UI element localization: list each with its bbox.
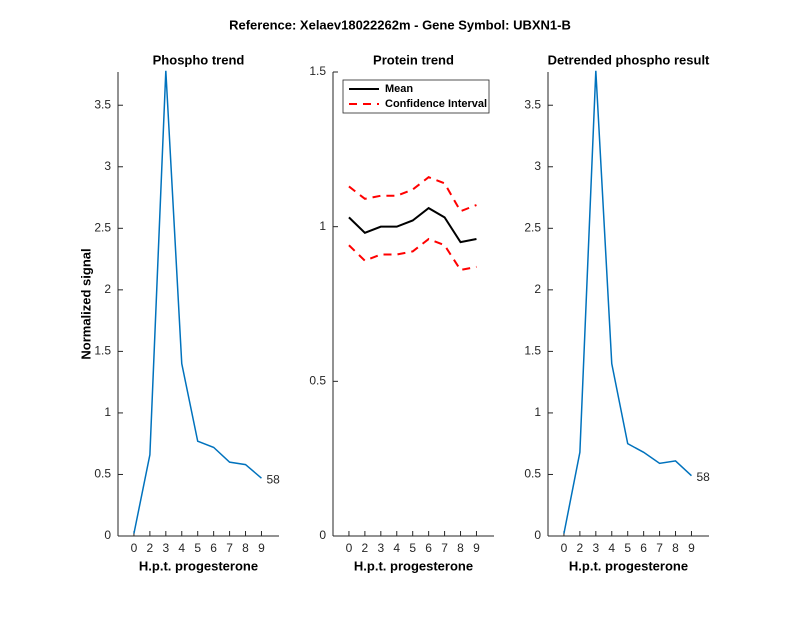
x-tick-label: 5 bbox=[624, 541, 631, 555]
series-line bbox=[133, 70, 262, 534]
y-tick-label: 0.5 bbox=[524, 467, 541, 481]
y-tick-label: 1.5 bbox=[524, 344, 541, 358]
x-tick-label: 4 bbox=[608, 541, 615, 555]
x-axis-label: H.p.t. progesterone bbox=[354, 558, 473, 573]
y-axis-label: Normalized signal bbox=[78, 248, 93, 359]
legend-label: Mean bbox=[385, 83, 413, 95]
x-tick-label: 0 bbox=[561, 541, 568, 555]
x-tick-label: 9 bbox=[473, 541, 480, 555]
y-tick-label: 0 bbox=[319, 528, 326, 542]
x-tick-label: 4 bbox=[178, 541, 185, 555]
y-tick-label: 3.5 bbox=[94, 97, 111, 111]
x-tick-label: 9 bbox=[688, 541, 695, 555]
x-tick-label: 6 bbox=[210, 541, 217, 555]
x-tick-label: 8 bbox=[457, 541, 464, 555]
annotation: 58 bbox=[266, 472, 280, 486]
x-tick-label: 7 bbox=[441, 541, 448, 555]
y-tick-label: 1 bbox=[534, 405, 541, 419]
y-tick-label: 2 bbox=[104, 282, 111, 296]
y-tick-label: 0 bbox=[534, 528, 541, 542]
annotation: 58 bbox=[696, 470, 710, 484]
y-tick-label: 1.5 bbox=[94, 344, 111, 358]
axes-title: Protein trend bbox=[373, 52, 454, 67]
y-tick-label: 2 bbox=[534, 282, 541, 296]
x-tick-label: 2 bbox=[147, 541, 154, 555]
x-tick-label: 7 bbox=[226, 541, 233, 555]
x-tick-label: 3 bbox=[162, 541, 169, 555]
series-line bbox=[348, 176, 477, 213]
x-tick-label: 4 bbox=[393, 541, 400, 555]
legend-label: Confidence Interval bbox=[385, 98, 487, 110]
figure-title: Reference: Xelaev18022262m - Gene Symbol… bbox=[229, 17, 571, 32]
x-tick-label: 9 bbox=[258, 541, 265, 555]
series-line bbox=[348, 206, 477, 244]
x-tick-label: 6 bbox=[425, 541, 432, 555]
x-tick-label: 2 bbox=[362, 541, 369, 555]
y-tick-label: 1.5 bbox=[309, 64, 326, 78]
y-tick-label: 3.5 bbox=[524, 97, 541, 111]
y-tick-label: 3 bbox=[104, 159, 111, 173]
y-tick-label: 1 bbox=[104, 405, 111, 419]
x-tick-label: 6 bbox=[640, 541, 647, 555]
legend-box bbox=[342, 79, 490, 114]
x-tick-label: 2 bbox=[577, 541, 584, 555]
y-tick-label: 3 bbox=[534, 159, 541, 173]
x-tick-label: 5 bbox=[409, 541, 416, 555]
x-tick-label: 3 bbox=[592, 541, 599, 555]
y-tick-label: 1 bbox=[319, 219, 326, 233]
y-tick-label: 0 bbox=[104, 528, 111, 542]
x-axis-label: H.p.t. progesterone bbox=[569, 558, 688, 573]
x-tick-label: 3 bbox=[377, 541, 384, 555]
series-line bbox=[348, 237, 477, 272]
axes-title: Phospho trend bbox=[153, 52, 245, 67]
y-tick-label: 0.5 bbox=[309, 374, 326, 388]
x-tick-label: 0 bbox=[131, 541, 138, 555]
y-tick-label: 2.5 bbox=[524, 220, 541, 234]
axes-title: Detrended phospho result bbox=[548, 52, 710, 67]
x-tick-label: 5 bbox=[194, 541, 201, 555]
series-line bbox=[563, 70, 692, 534]
x-tick-label: 8 bbox=[242, 541, 249, 555]
x-axis-label: H.p.t. progesterone bbox=[139, 558, 258, 573]
x-tick-label: 8 bbox=[672, 541, 679, 555]
x-tick-label: 0 bbox=[346, 541, 353, 555]
y-tick-label: 2.5 bbox=[94, 220, 111, 234]
y-tick-label: 0.5 bbox=[94, 467, 111, 481]
x-tick-label: 7 bbox=[656, 541, 663, 555]
